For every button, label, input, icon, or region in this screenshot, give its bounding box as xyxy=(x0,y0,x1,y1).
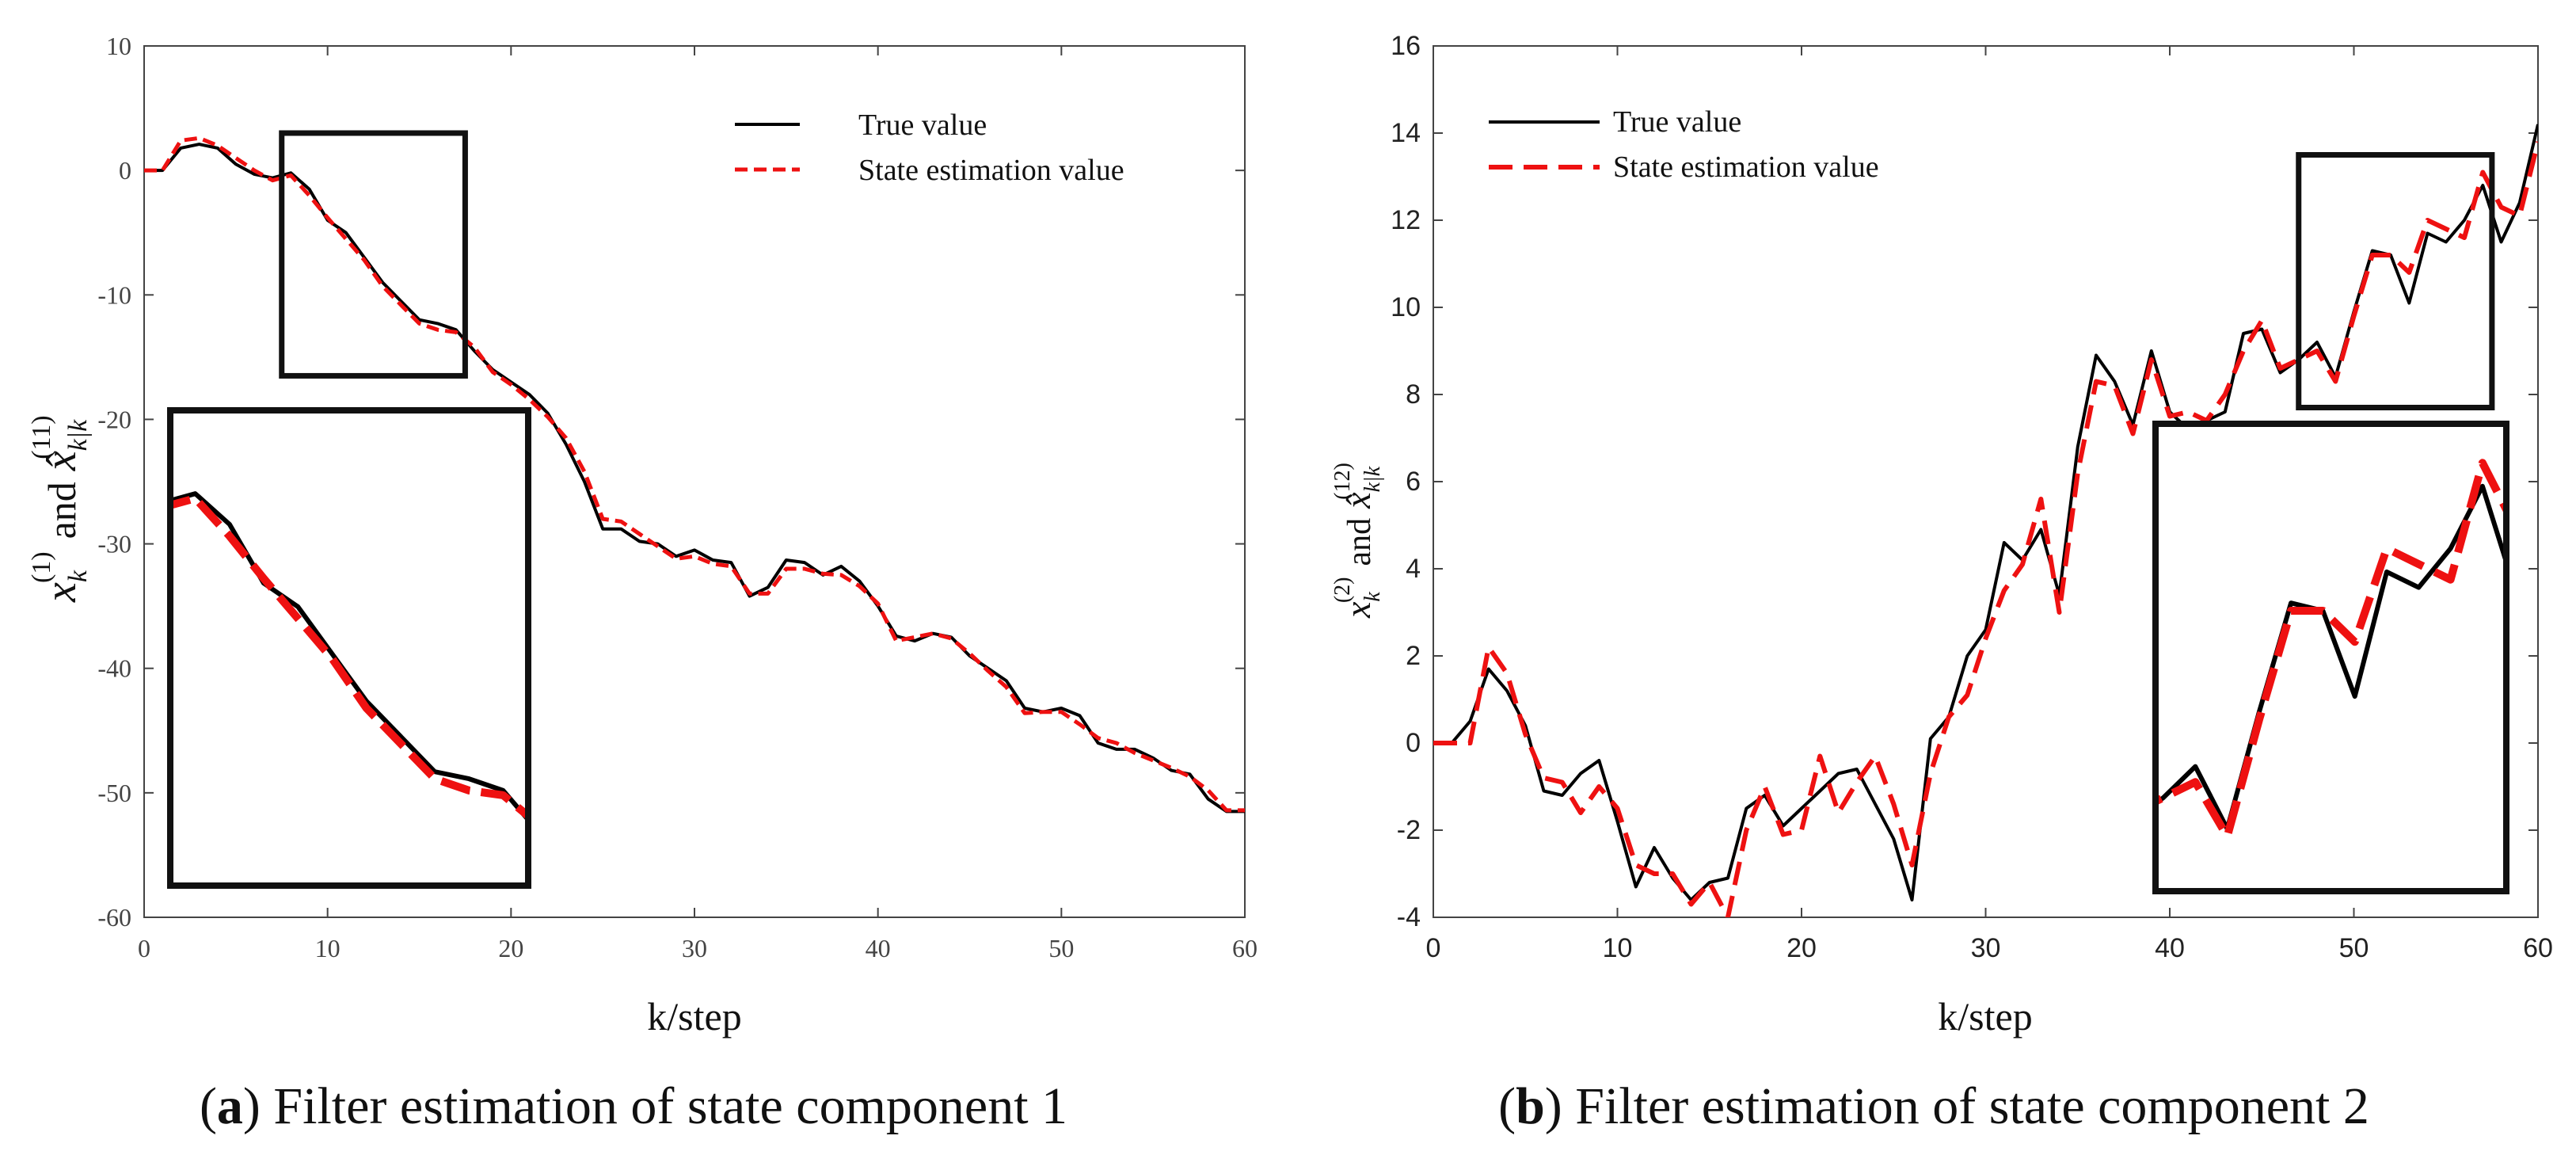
panel-b-ytick-label: -4 xyxy=(1397,902,1421,932)
panel-a-y-axis-label: xk (1) and x̂k|k(11) xyxy=(27,415,93,603)
panel-b-series xyxy=(1433,124,2538,917)
panel-a-legend: True value State estimation value xyxy=(735,109,1124,187)
panel-a-ytick-label: -10 xyxy=(97,280,131,309)
panel-b-xtick-label: 0 xyxy=(1426,933,1441,963)
panel-b-ytick-label: 10 xyxy=(1391,292,1421,322)
panel-b-ytick-label: 0 xyxy=(1406,728,1421,758)
panel-a-legend-estimate-label: State estimation value xyxy=(858,154,1124,187)
panel-a-ytick-label: -40 xyxy=(97,654,131,683)
panel-a-ytick-label: -30 xyxy=(97,530,131,558)
panel-a-ylabel-x: x xyxy=(36,582,86,603)
panel-b-xtick-label: 30 xyxy=(1971,933,2001,963)
panel-a-ylabel-sub: k xyxy=(63,570,93,582)
panel-b-ytick-label: 14 xyxy=(1391,118,1421,148)
panel-a-xtick-label: 20 xyxy=(498,934,523,962)
panel-b-inset-frame xyxy=(2152,421,2509,894)
panel-a-ticks: 0 10 20 30 40 50 60 10 0 -10 -20 -30 -40 -50 -60 xyxy=(97,32,1258,962)
panel-b-ytick-label: 16 xyxy=(1391,31,1421,61)
panel-a-inset-series xyxy=(170,491,528,824)
panel-a-inset xyxy=(167,407,531,889)
panel-b-ylabel-x: x xyxy=(1337,601,1378,619)
panel-b-estimate-line xyxy=(1433,141,2538,917)
panel-b-x-axis-label: k/step xyxy=(1938,994,2032,1039)
panel-b-inset-estimate-line xyxy=(2156,459,2506,840)
panel-b-inset-series xyxy=(2156,459,2506,840)
panel-b-ylabel-sup: (2) xyxy=(1330,577,1355,603)
panel-a-caption: (a) Filter estimation of state component… xyxy=(200,1077,1067,1135)
panel-a-xtick-label: 10 xyxy=(315,934,341,962)
panel-a-inset-bg xyxy=(170,410,528,886)
panel-b-legend: True value State estimation value xyxy=(1489,105,1879,184)
panel-a-caption-text: Filter estimation of state component 1 xyxy=(273,1077,1067,1135)
panel-b-ytick-label: 2 xyxy=(1406,641,1421,671)
panel-b-ylabel-hat-sub: k|k xyxy=(1360,466,1385,492)
panel-b-zoom-region-box xyxy=(2296,152,2495,410)
svg-text:xk(1)andx̂k|k(11): xk (1) and x̂k|k(11) xyxy=(27,415,93,603)
panel-b-ytick-label: 12 xyxy=(1391,205,1421,235)
panel-b-ytick-label: 6 xyxy=(1406,467,1421,497)
panel-a-xtick-label: 60 xyxy=(1232,934,1258,962)
panel-a-inset-frame xyxy=(167,407,531,889)
panel-a-ylabel-xhat: x̂ xyxy=(36,451,86,471)
panel-a-ylabel-sup: (1) xyxy=(27,551,56,583)
panel-b-xtick-label: 20 xyxy=(1786,933,1817,963)
panel-a-x-axis-label: k/step xyxy=(647,994,741,1039)
panel-b-caption-letter: b xyxy=(1516,1077,1545,1135)
panel-b-caption: (b) Filter estimation of state component… xyxy=(1498,1077,2369,1135)
panel-b-ytick-label: -2 xyxy=(1397,815,1421,845)
panel-b-xtick-label: 40 xyxy=(2155,933,2185,963)
svg-text:xk(2)andx̂k|k(12): xk (2) and x̂k|k(12) xyxy=(1330,463,1385,619)
panel-a-zoom-region-box xyxy=(279,130,468,379)
panel-a-ytick-label: -60 xyxy=(97,903,131,932)
panel-a-ytick-label: -20 xyxy=(97,405,131,433)
panel-b-ylabel-hat-sup: (12) xyxy=(1330,463,1355,500)
panel-b-legend-estimate-label: State estimation value xyxy=(1613,151,1879,184)
panel-b-xtick-label: 50 xyxy=(2339,933,2369,963)
panel-a-ylabel-and: and xyxy=(40,482,84,539)
panel-a-legend-true-label: True value xyxy=(858,109,987,142)
panel-b-legend-true-label: True value xyxy=(1613,105,1741,139)
panel-a-xtick-label: 30 xyxy=(682,934,707,962)
panel-a-xtick-label: 50 xyxy=(1048,934,1074,962)
panel-b-ylabel-xhat: x̂ xyxy=(1337,492,1378,509)
panel-b-caption-text: Filter estimation of state component 2 xyxy=(1575,1077,2369,1135)
panel-b-ylabel-sub: k xyxy=(1360,592,1385,602)
panel-b-xtick-label: 60 xyxy=(2523,933,2553,963)
panel-b-inset-bg xyxy=(2156,424,2506,891)
panel-a-caption-letter: a xyxy=(217,1077,243,1135)
panel-b-ytick-label: 8 xyxy=(1406,379,1421,410)
panel-a-ylabel-hat-sub: k|k xyxy=(63,419,93,451)
panel-a-series xyxy=(144,135,1245,814)
panel-a-ytick-label: 10 xyxy=(106,32,131,60)
panel-a-ytick-label: 0 xyxy=(119,156,131,185)
panel-b-ytick-label: 4 xyxy=(1406,554,1421,584)
panel-a-ylabel-hat-sup: (11) xyxy=(27,415,56,459)
panel-a-estimate-line xyxy=(144,135,1245,813)
panel-a-ytick-label: -50 xyxy=(97,779,131,807)
panel-b-ylabel-and: and xyxy=(1341,518,1378,566)
panel-b-xtick-label: 10 xyxy=(1603,933,1633,963)
panel-a-xtick-label: 0 xyxy=(138,934,150,962)
panel-a-chart: 0 10 20 30 40 50 60 10 0 -10 -20 -30 -40 -50 -60 True … xyxy=(27,32,1258,1135)
panel-b-y-axis-label: xk (2) and x̂k|k(12) xyxy=(1330,463,1385,619)
panel-b-inset xyxy=(2152,421,2509,894)
panel-a-inset-estimate-line xyxy=(170,494,528,821)
panel-a-xtick-label: 40 xyxy=(866,934,891,962)
